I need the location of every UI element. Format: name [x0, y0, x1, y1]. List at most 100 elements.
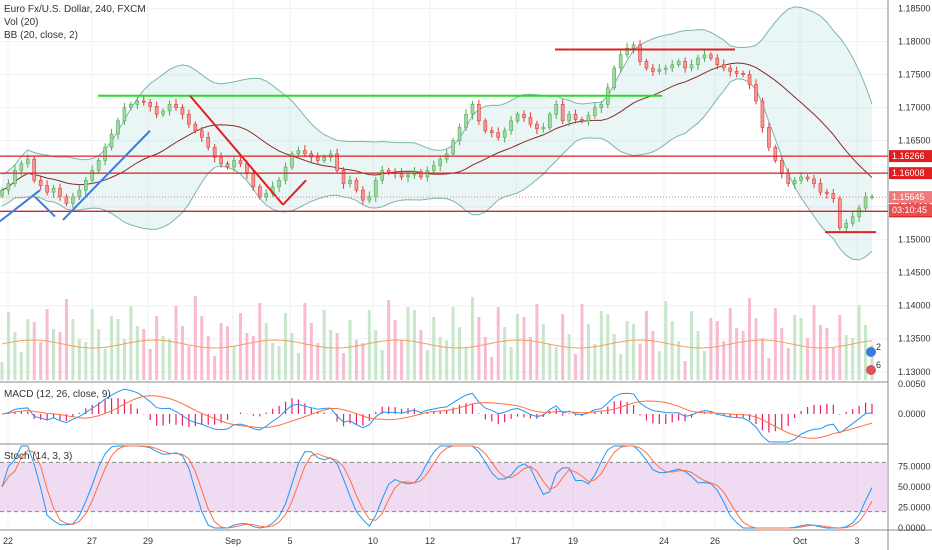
vol-legend[interactable]: Vol (20) — [4, 17, 39, 28]
candle-body — [676, 61, 681, 66]
candle-body — [547, 113, 552, 128]
volume-bar — [851, 338, 855, 380]
volume-bar — [187, 346, 191, 380]
volume-bar — [767, 358, 771, 380]
candle-body — [451, 140, 455, 155]
candle-body — [399, 173, 404, 178]
price-tick-label: 1.17000 — [898, 103, 931, 113]
volume-bar — [277, 346, 281, 380]
candle-body — [90, 170, 95, 181]
candle-body — [167, 104, 172, 112]
candle-body — [612, 67, 617, 89]
countdown-tag: 03:10:45 — [892, 205, 927, 215]
candle-body — [71, 196, 75, 204]
volume-bar — [19, 352, 23, 380]
candle-body — [535, 123, 539, 130]
volume-bar — [806, 338, 810, 380]
volume-bar — [838, 315, 842, 380]
volume-bar — [142, 329, 146, 380]
volume-bar — [528, 337, 532, 380]
candle-body — [741, 72, 745, 75]
candle-body — [831, 193, 836, 200]
volume-bar — [644, 311, 648, 380]
candle-body — [19, 163, 24, 171]
volume-bar — [84, 342, 88, 380]
candle-body — [51, 187, 56, 193]
candles[interactable] — [0, 40, 874, 233]
bb-lower — [1, 78, 873, 261]
candle-body — [638, 44, 642, 62]
candle-body — [296, 150, 301, 155]
volume-bar — [213, 356, 217, 380]
stoch-d-line — [1, 445, 873, 529]
volume-bar — [864, 325, 868, 380]
candle-body — [96, 160, 101, 171]
candle-body — [380, 170, 385, 181]
macd-legend[interactable]: MACD (12, 26, close, 9) — [4, 389, 111, 400]
flag-icon — [866, 347, 876, 357]
bb-legend[interactable]: BB (20, close, 2) — [4, 30, 78, 41]
candle-body — [457, 127, 462, 141]
badge-count: 2 — [876, 342, 881, 352]
candle-body — [689, 64, 694, 69]
volume-bar — [419, 330, 423, 380]
volume-bar — [638, 344, 642, 380]
volume-bar — [683, 361, 687, 380]
candle-body — [257, 186, 262, 198]
volume-bar — [445, 340, 449, 380]
volume-bar — [773, 308, 777, 380]
volume-bar — [831, 348, 835, 380]
candle-body — [348, 179, 352, 184]
volume-bar — [735, 328, 739, 380]
candle-body — [161, 110, 165, 115]
price-tick-label: 1.14000 — [898, 301, 931, 311]
candle-body — [303, 150, 307, 155]
candle-body — [528, 117, 533, 125]
volume-bar — [148, 349, 152, 380]
volume-bar — [541, 324, 545, 380]
candle-body — [109, 133, 114, 148]
price-tick-label: 1.18500 — [898, 4, 931, 14]
candle-body — [812, 178, 816, 184]
volume-bar — [103, 349, 107, 380]
volume-bar — [290, 333, 294, 380]
volume-bar — [264, 323, 268, 380]
volume-bar — [412, 310, 416, 380]
volume-bar — [180, 326, 184, 380]
candle-body — [45, 185, 49, 193]
volume-bar — [232, 346, 236, 380]
event-badges[interactable]: 26 — [866, 342, 881, 375]
candle-body — [341, 170, 346, 184]
volume-bar — [580, 304, 584, 380]
stoch-pane[interactable] — [0, 445, 888, 529]
time-tick-label: 19 — [568, 536, 578, 546]
price-tick-label: 1.13000 — [898, 367, 931, 377]
macd-pane[interactable] — [1, 388, 873, 443]
candle-body — [502, 130, 507, 138]
volume-bar — [354, 340, 358, 380]
volume-bar — [812, 305, 816, 380]
candle-body — [225, 163, 230, 168]
candle-body — [154, 106, 159, 115]
volume-bar — [509, 347, 513, 380]
candle-body — [193, 123, 198, 132]
symbol-title[interactable]: Euro Fx/U.S. Dollar, 240, FXCM — [4, 4, 146, 15]
volume-bar — [110, 316, 114, 380]
time-tick-label: 3 — [854, 536, 859, 546]
candle-body — [489, 130, 494, 134]
volume-bar — [168, 339, 172, 380]
candle-body — [64, 196, 69, 204]
price-axis[interactable]: 1.18500 1.18000 1.17500 1.17000 1.16500 1.160… — [889, 4, 932, 533]
candle-body — [322, 156, 327, 161]
volume-bar — [503, 327, 507, 380]
bollinger-bands — [1, 6, 873, 261]
volume-bar — [477, 317, 481, 380]
time-axis[interactable]: 22 27 29 Sep 5 10 12 17 19 24 26 Oct 3 — [3, 536, 860, 546]
stoch-legend[interactable]: Stoch (14, 3, 3) — [4, 451, 73, 462]
volume-bar — [780, 328, 784, 380]
candle-body — [773, 146, 778, 161]
candle-body — [663, 67, 668, 70]
drawings[interactable] — [0, 48, 888, 234]
volume-bar — [200, 316, 204, 380]
